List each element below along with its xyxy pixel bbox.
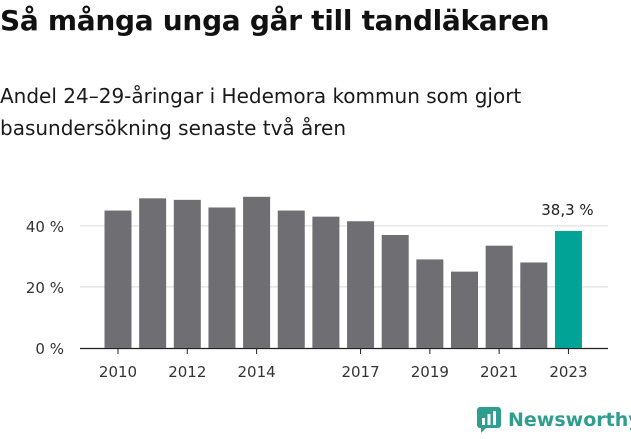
bar-2017 [347,221,375,348]
x-tick-label: 2017 [341,363,379,381]
bar-2011 [139,198,167,348]
chart-subtitle: Andel 24–29-åringar i Hedemora kommun so… [0,84,522,140]
y-tick-label: 20 % [26,279,64,297]
x-tick-label: 2023 [549,363,587,381]
data-label: 38,3 % [541,201,593,219]
newsworthy-logo: Newsworthy [476,405,631,435]
bar-2015 [277,210,305,348]
chart-title: Så många unga går till tandläkaren [0,4,550,37]
bar-2012 [173,199,201,348]
brand-name: Newsworthy [508,409,631,431]
bar-2019 [416,259,444,348]
newsworthy-chat-icon [477,407,501,433]
bar-2018 [381,234,409,348]
x-tick-label: 2019 [411,363,449,381]
bar-2020 [451,271,478,348]
bar-2021 [485,245,513,348]
x-tick-label: 2010 [99,363,137,381]
bar-2022 [520,262,548,348]
bar-2016 [312,216,340,348]
label-layer: 0 % 20 % 40 % 2010 2012 2014 2017 2019 2021 2023 3… [26,201,594,381]
bar-layer [104,196,582,348]
y-tick-label: 40 % [26,218,64,236]
x-tick-label: 2012 [168,363,206,381]
bar-2013 [208,207,236,348]
bar-2010 [104,210,132,348]
x-tick-label: 2021 [480,363,518,381]
grid-layer [80,225,608,354]
bar-2014 [243,196,271,348]
x-tick-label: 2014 [238,363,276,381]
y-tick-label: 0 % [35,340,64,358]
bar-2023 [554,231,582,348]
bar-chart: 0 % 20 % 40 % 2010 2012 2014 2017 2019 2021 2023 3… [26,196,608,381]
